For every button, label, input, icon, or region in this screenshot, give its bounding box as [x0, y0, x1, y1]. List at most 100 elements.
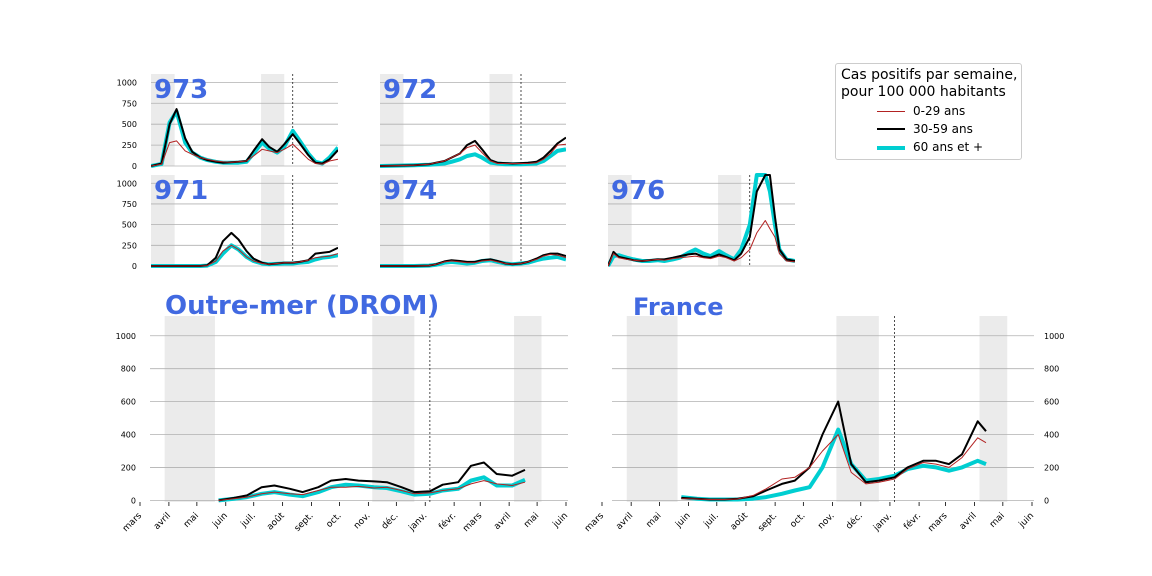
x-tick-label: mars [583, 511, 606, 534]
shaded-period [151, 175, 175, 266]
y-tick-label: 250 [122, 141, 137, 150]
y-tick-label: 600 [121, 398, 136, 407]
shaded-period [489, 175, 513, 266]
chart-panel-4: 974 [380, 175, 566, 268]
series-line-0 [380, 143, 566, 167]
y-tick-label: 1000 [117, 78, 137, 87]
x-tick-label: mai [988, 511, 1007, 530]
legend-swatch-0-29 [877, 111, 905, 112]
x-tick-label: avril [492, 511, 513, 532]
shaded-period [372, 316, 415, 502]
y-tick-label: 0 [132, 162, 137, 171]
panel-title: 976 [611, 176, 665, 206]
x-tick-label: oct. [325, 511, 344, 530]
x-tick-label: mars [121, 511, 144, 534]
y-tick-label: 600 [1044, 398, 1059, 407]
panel-title: 971 [154, 176, 208, 206]
x-tick-label: mai [182, 511, 201, 530]
x-tick-label: févr. [901, 510, 923, 532]
legend-title-line2: pour 100 000 habitants [841, 84, 1006, 100]
y-tick-label: 800 [1044, 365, 1059, 374]
x-tick-label: nov. [816, 511, 836, 531]
legend-title: Cas positifs par semaine, pour 100 000 h… [841, 67, 1021, 101]
x-tick-label: janv. [407, 511, 430, 534]
legend-label-60plus: 60 ans et + [913, 140, 984, 154]
x-tick-label: juin [551, 511, 570, 530]
chart-legend: Cas positifs par semaine, pour 100 000 h… [835, 63, 1022, 160]
shaded-period [164, 316, 215, 502]
y-tick-label: 250 [122, 241, 137, 250]
x-tick-label: sept. [293, 511, 316, 534]
series-line-0 [380, 253, 566, 267]
shaded-period [380, 74, 404, 166]
chart-panel-2: 972 [380, 74, 566, 168]
x-tick-label: juil. [239, 511, 258, 530]
x-tick-label: janv. [871, 511, 894, 534]
chart-panel-5: 976 [608, 173, 795, 267]
shaded-period [626, 316, 678, 502]
panel-title: 973 [154, 75, 208, 105]
series-line-1 [151, 108, 338, 167]
x-tick-label: juil. [702, 511, 721, 530]
x-tick-label: août [729, 511, 751, 533]
x-tick-label: mai [522, 511, 541, 530]
y-tick-label: 750 [122, 99, 137, 108]
series-line-0 [608, 220, 795, 267]
panel-title: Outre-mer (DROM) [165, 291, 439, 321]
y-tick-label: 200 [1044, 463, 1059, 472]
series-line-2 [380, 147, 566, 168]
panel-title: 974 [383, 176, 437, 206]
chart-panel-1: 0 250 500 750 1000 973 [117, 74, 338, 171]
legend-label-0-29: 0-29 ans [913, 104, 966, 118]
x-tick-label: nov. [352, 511, 372, 531]
shaded-period [489, 74, 513, 166]
legend-swatch-60plus [877, 146, 905, 150]
x-tick-label: juin [210, 511, 229, 530]
y-tick-label: 500 [122, 221, 137, 230]
x-tick-label: oct. [788, 511, 807, 530]
series-line-2 [681, 427, 987, 502]
x-tick-label: avril [614, 511, 635, 532]
y-tick-label: 1000 [1044, 332, 1064, 341]
y-tick-label: 0 [131, 496, 136, 505]
legend-swatch-30-59 [877, 128, 905, 130]
panel-title: 972 [383, 75, 437, 105]
series-line-0 [151, 244, 338, 267]
shaded-period [608, 175, 632, 266]
y-tick-label: 500 [122, 120, 137, 129]
x-tick-label: mars [926, 511, 949, 534]
y-tick-label: 0 [1044, 496, 1049, 505]
series-line-1 [681, 400, 987, 501]
series-line-0 [218, 480, 526, 501]
x-tick-label: juin [673, 511, 692, 530]
y-tick-label: 200 [121, 463, 136, 472]
panel-title: France [633, 293, 723, 321]
series-line-0 [681, 434, 987, 500]
shaded-period [514, 316, 542, 502]
x-tick-label: avril [958, 511, 979, 532]
shaded-period [261, 175, 285, 266]
y-tick-label: 400 [1044, 431, 1059, 440]
x-tick-label: déc. [379, 510, 400, 531]
shaded-period [979, 316, 1008, 502]
series-line-0 [151, 140, 338, 167]
x-tick-label: sept. [756, 511, 779, 534]
shaded-period [718, 175, 742, 266]
y-tick-label: 400 [121, 431, 136, 440]
x-tick-label: mars [461, 511, 484, 534]
y-tick-label: 750 [122, 200, 137, 209]
y-tick-label: 800 [121, 365, 136, 374]
x-tick-label: févr. [436, 510, 458, 532]
shaded-period [380, 175, 404, 266]
series-line-1 [218, 461, 526, 502]
y-tick-label: 1000 [116, 332, 136, 341]
x-tick-label: avril [152, 511, 173, 532]
shaded-period [151, 74, 175, 166]
legend-label-30-59: 30-59 ans [913, 122, 973, 136]
x-tick-label: juin [1017, 511, 1036, 530]
x-tick-label: mai [645, 511, 664, 530]
x-tick-label: déc. [844, 510, 865, 531]
y-tick-label: 1000 [117, 179, 137, 188]
